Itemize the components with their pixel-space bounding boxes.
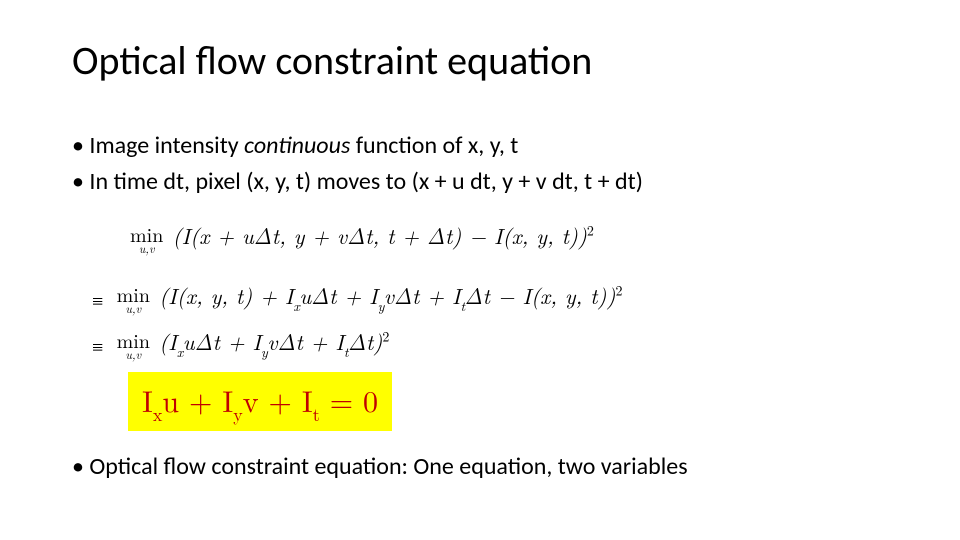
slide: Optical flow constraint equation Image i… — [0, 0, 960, 540]
eq2-sq: 2 — [616, 281, 623, 301]
hl-sub-y: y — [233, 402, 243, 427]
equiv-1: ≡ — [92, 285, 103, 314]
slide-body: Image intensity continuous function of x… — [72, 130, 892, 203]
eq2-sub-t: t — [460, 296, 464, 316]
equiv-2: ≡ — [92, 331, 103, 360]
eq3-d: Δt) — [348, 326, 382, 357]
hl-Ix: I — [142, 378, 153, 421]
eq3-sq: 2 — [382, 327, 389, 347]
eq3-sub-t: t — [344, 342, 348, 362]
min-operator-1: min u,v — [130, 223, 163, 255]
eq1-body: (I(x + uΔt, y + vΔt, t + Δt) − I(x, y, t… — [173, 220, 587, 251]
equation-3: ≡ min u,v (IxuΔt + IyvΔt + ItΔt)2 — [92, 326, 389, 361]
hl-eq0: = 0 — [320, 378, 378, 421]
eq3-c: vΔt + I — [267, 326, 344, 357]
slide-title: Optical flow constraint equation — [72, 36, 592, 85]
eq2-a: (I(x, y, t) + I — [159, 280, 293, 311]
hl-v: v + I — [243, 378, 313, 421]
equation-1: min u,v (I(x + uΔt, y + vΔt, t + Δt) − I… — [130, 220, 594, 255]
bullet-1: Image intensity continuous function of x… — [72, 130, 892, 162]
eq1-sq: 2 — [587, 221, 594, 241]
eq2-sub-x: x — [293, 296, 299, 316]
hl-u: u + I — [162, 378, 233, 421]
hl-sub-x: x — [153, 402, 163, 427]
min-operator-3: min u,v — [117, 329, 150, 361]
eq3-sub-x: x — [177, 342, 183, 362]
bullet-1-italic: continuous — [244, 131, 350, 160]
eq2-sub-y: y — [378, 296, 384, 316]
constraint-equation-highlight: Ixu + Iyv + It = 0 — [128, 372, 392, 431]
eq2-b: uΔt + I — [299, 280, 377, 311]
bullet-bottom: Optical flow constraint equation: One eq… — [72, 452, 688, 481]
bullet-1-post: function of x, y, t — [350, 131, 518, 160]
eq2-c: vΔt + I — [384, 280, 461, 311]
equation-2: ≡ min u,v (I(x, y, t) + IxuΔt + IyvΔt + … — [92, 280, 623, 315]
eq3-a: (I — [159, 326, 177, 357]
bullet-2: In time dt, pixel (x, y, t) moves to (x … — [72, 166, 892, 198]
eq3-b: uΔt + I — [183, 326, 261, 357]
eq2-d: Δt − I(x, y, t)) — [465, 280, 616, 311]
bullet-1-pre: Image intensity — [89, 131, 244, 160]
eq3-sub-y: y — [261, 342, 267, 362]
min-operator-2: min u,v — [117, 283, 150, 315]
hl-sub-t: t — [313, 402, 320, 427]
